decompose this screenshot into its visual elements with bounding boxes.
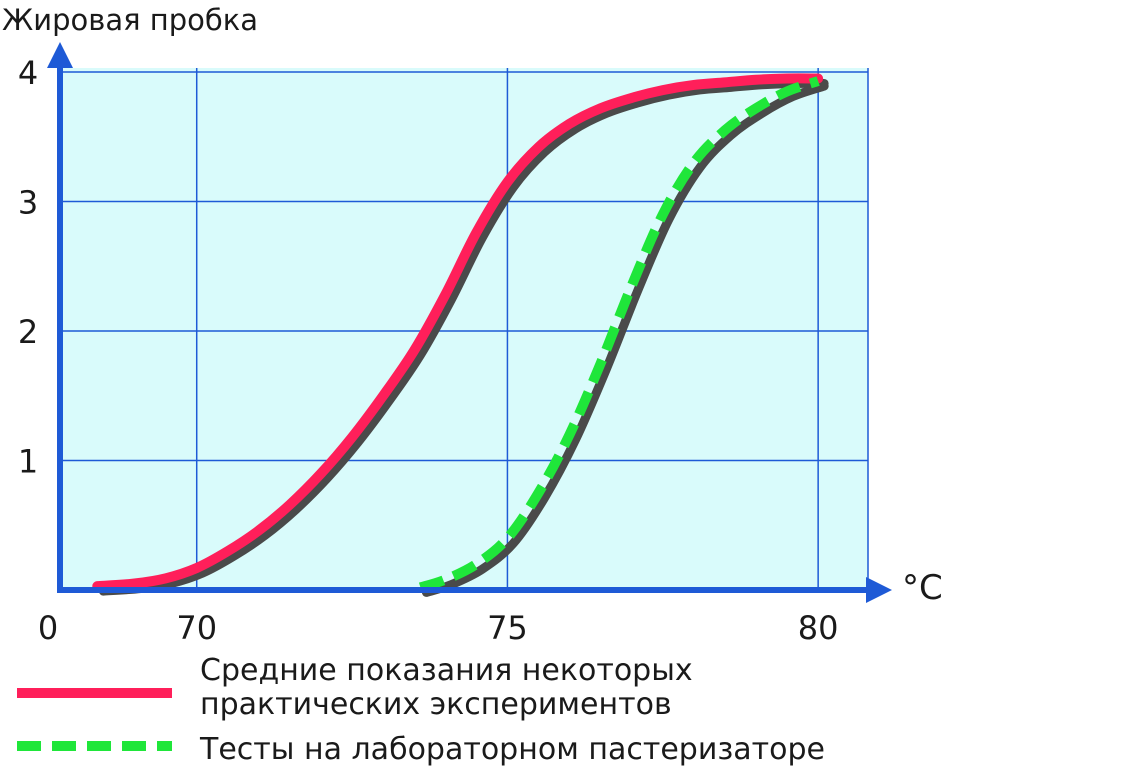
y-tick-label-3: 3 — [18, 184, 38, 222]
series-shadows — [98, 78, 829, 597]
legend-label-1: Средние показания некоторых практических… — [200, 654, 693, 722]
legend-swatches — [17, 688, 172, 751]
y-tick-label-4: 4 — [18, 54, 38, 92]
axes — [47, 42, 892, 603]
series-line-1 — [92, 73, 824, 592]
grid — [60, 68, 869, 590]
series-lines — [92, 73, 824, 593]
x-axis-arrow — [866, 577, 892, 603]
x-axis-label: °C — [902, 568, 943, 608]
y-tick-label-2: 2 — [18, 313, 38, 351]
y-tick-label-1: 1 — [18, 443, 38, 481]
legend-label-1-line-2: практических экспериментов — [200, 687, 672, 722]
series-shadow-1 — [98, 78, 829, 596]
x-tick-label-70: 70 — [176, 609, 217, 647]
legend-item-2: Тесты на лабораторном пастеризаторе — [200, 733, 825, 767]
tick-labels: 70 75 80 1 2 3 4 — [18, 54, 839, 647]
series-line-2 — [418, 76, 820, 593]
legend-label-2-line-1: Тесты на лабораторном пастеризаторе — [200, 732, 825, 767]
y-axis-arrow — [47, 42, 73, 68]
legend-label-2: Тесты на лабораторном пастеризаторе — [200, 733, 825, 767]
legend-label-1-line-1: Средние показания некоторых — [200, 653, 693, 688]
x-tick-label-75: 75 — [487, 609, 528, 647]
y-axis-label: Жировая пробка — [2, 3, 258, 37]
series-shadow-2 — [421, 81, 829, 597]
x-tick-label-80: 80 — [798, 609, 839, 647]
origin-label: 0 — [38, 609, 58, 647]
plot-background — [60, 68, 868, 590]
legend-item-1: Средние показания некоторых практических… — [200, 654, 693, 722]
